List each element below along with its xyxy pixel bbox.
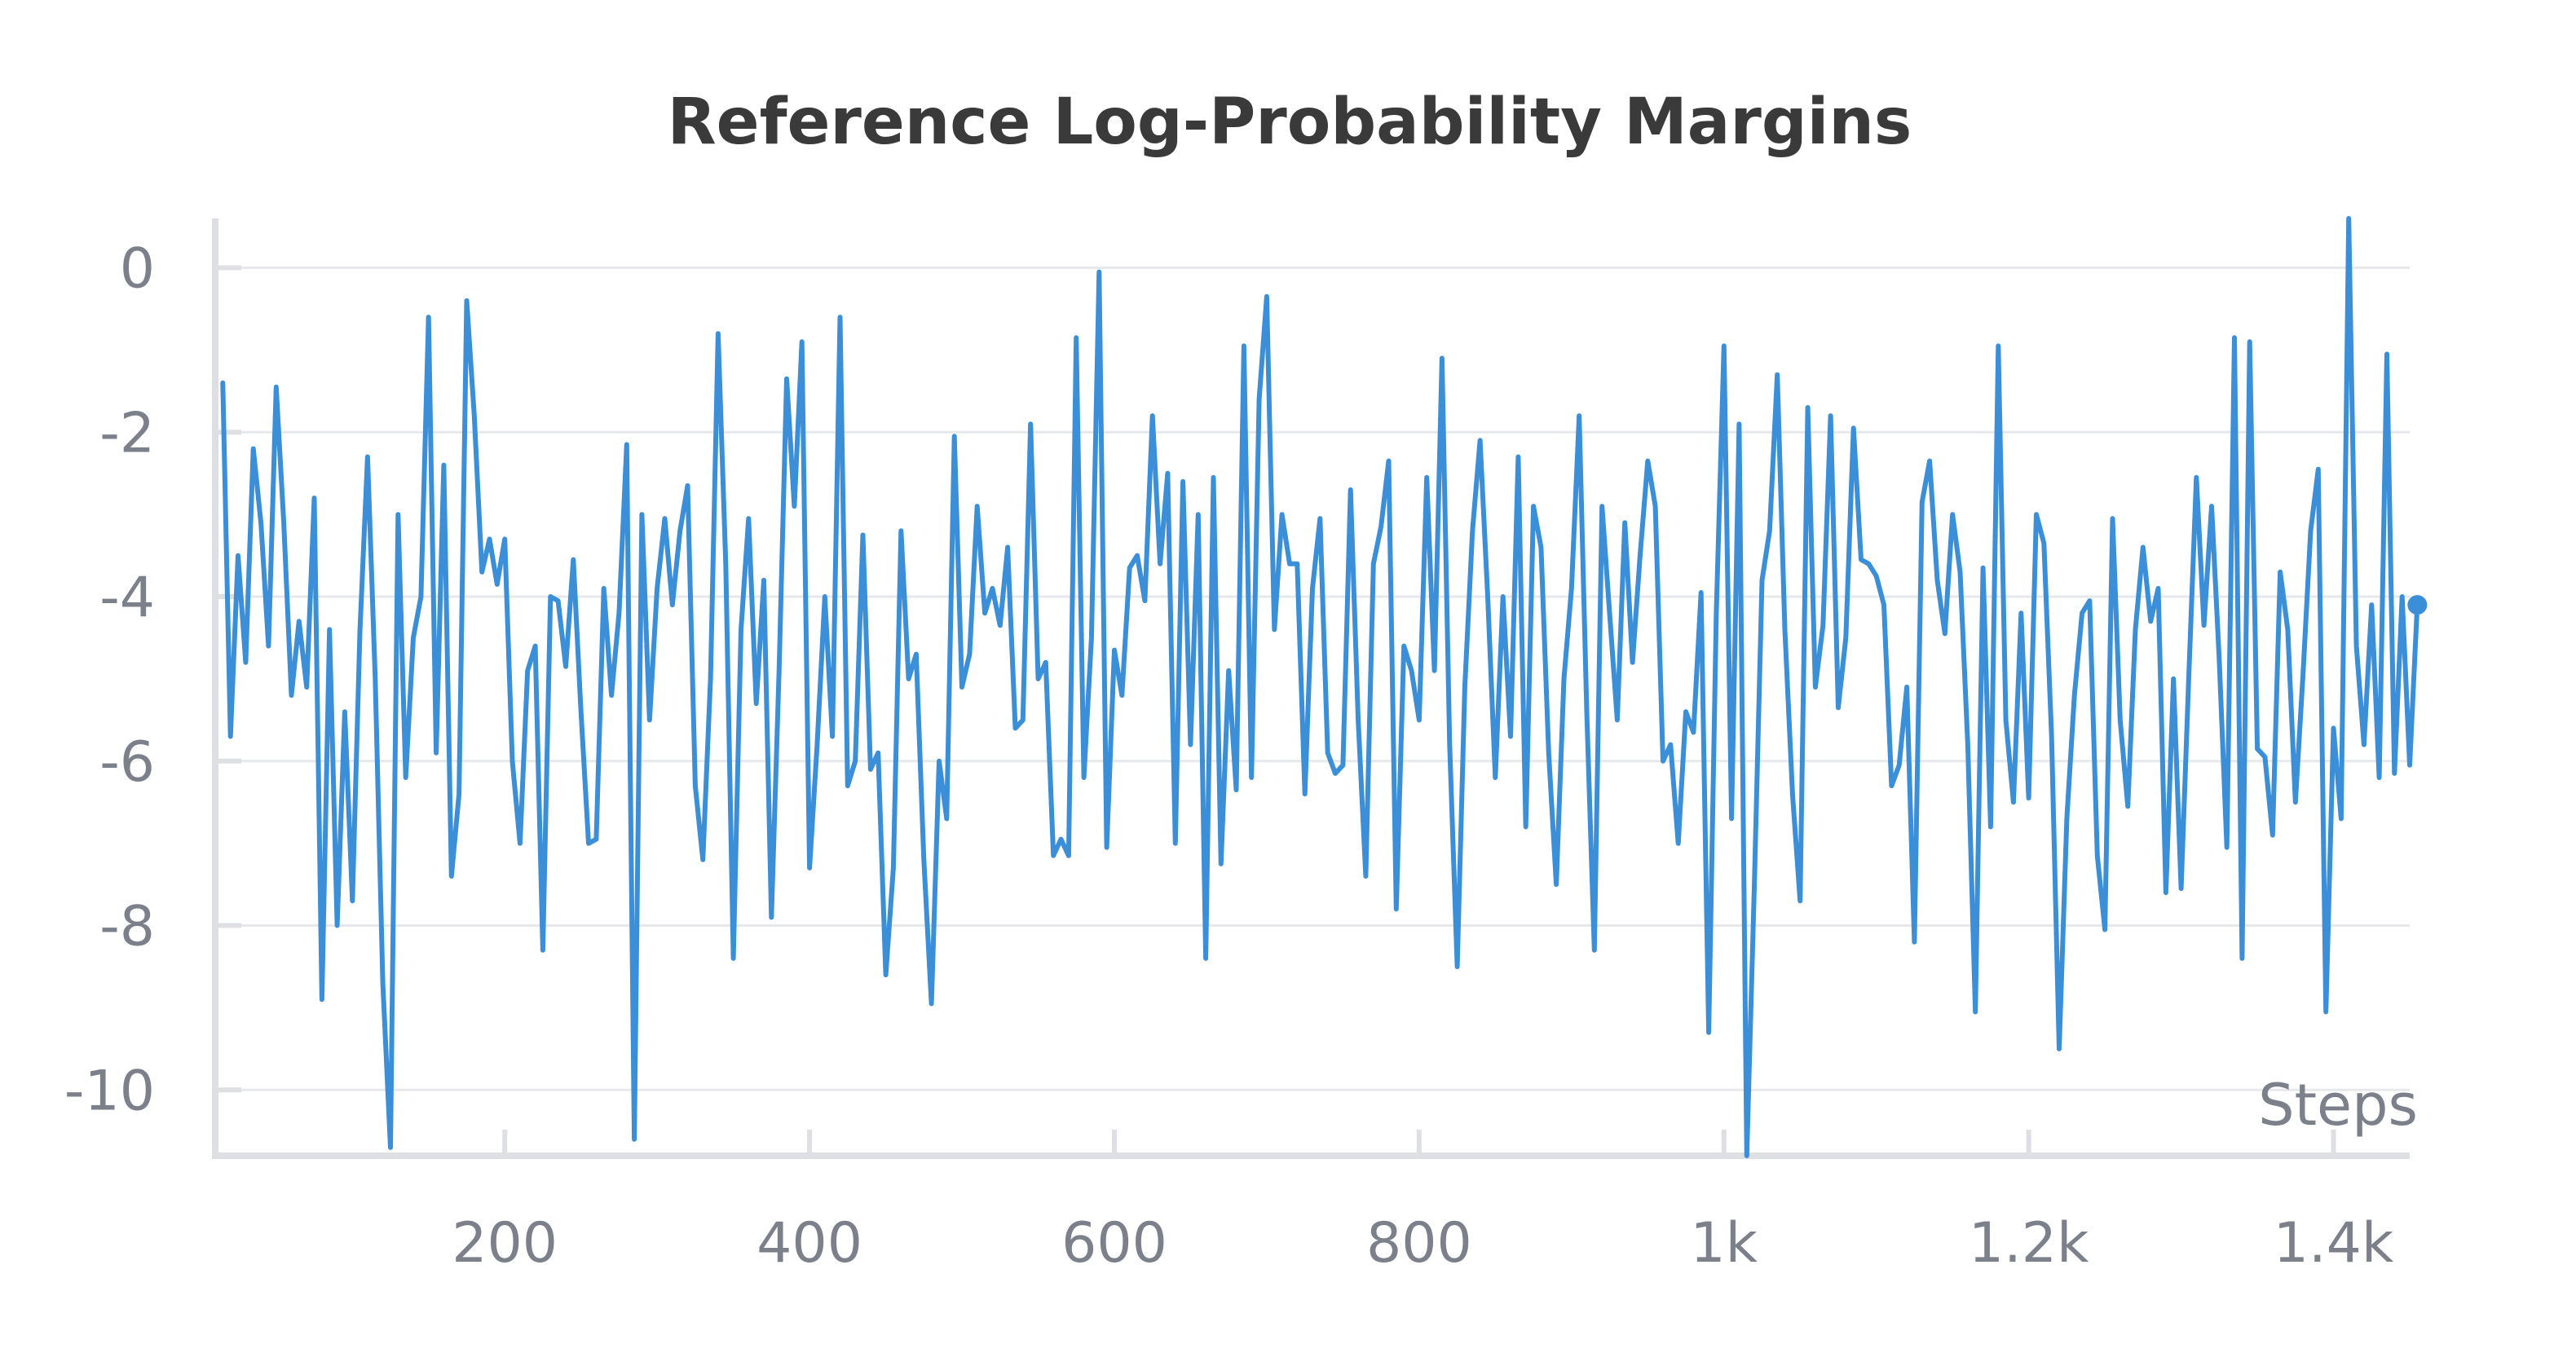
x-tick-label: 400 <box>756 1211 862 1276</box>
x-tick-label: 600 <box>1061 1211 1167 1276</box>
y-tick-label: -4 <box>99 566 155 630</box>
x-tick-label: 800 <box>1366 1211 1472 1276</box>
series-end-point[interactable] <box>2407 595 2428 615</box>
series-layer <box>220 216 2428 1158</box>
x-tick-label: 200 <box>452 1211 558 1276</box>
y-tick-label: 0 <box>120 237 155 302</box>
x-tick-label: 1.4k <box>2274 1211 2394 1276</box>
y-tick-label: -8 <box>99 895 155 959</box>
y-tick-label: -10 <box>64 1059 155 1123</box>
axes: 0 -2 -4 -6 -8 -10 200 400 600 800 1k 1.2k 1.4k <box>64 218 2410 1276</box>
series-line <box>220 216 2420 1158</box>
x-tick-label: 1k <box>1690 1211 1758 1276</box>
chart-title: Reference Log-Probability Margins <box>668 86 1912 159</box>
y-tick-label: -2 <box>99 401 155 465</box>
x-tick-label: 1.2k <box>1969 1211 2089 1276</box>
x-axis-title: Steps <box>2258 1072 2418 1139</box>
gridlines <box>215 267 2410 1091</box>
y-tick-label: -6 <box>99 730 155 795</box>
